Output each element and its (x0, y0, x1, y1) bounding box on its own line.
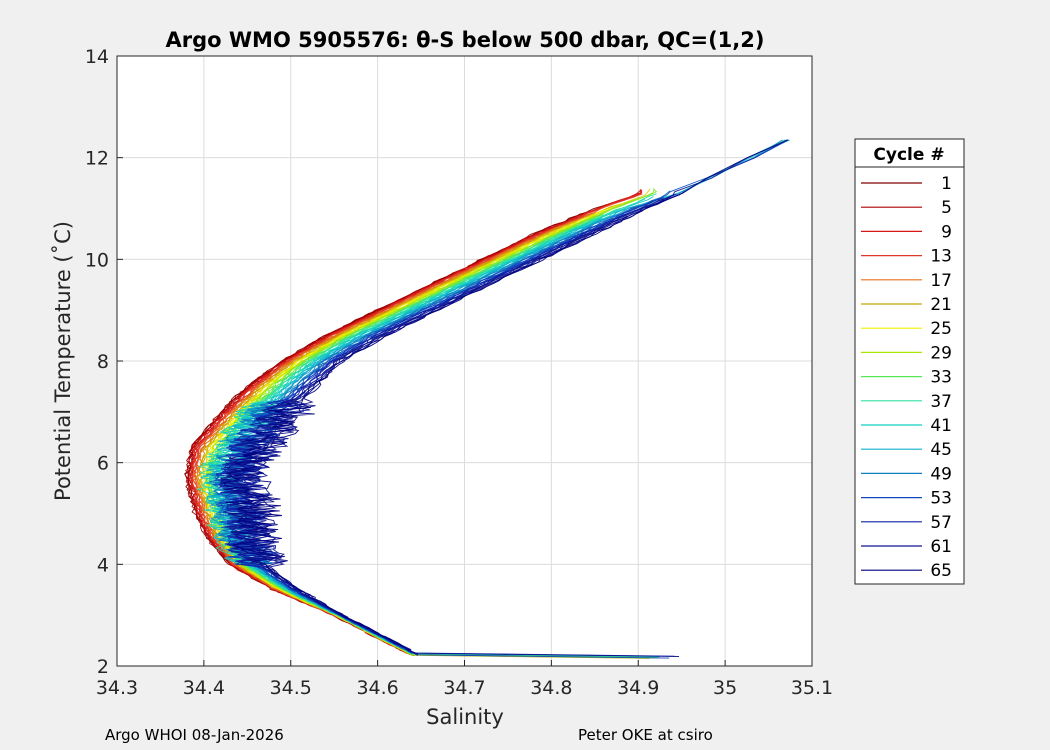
legend-label-33: 33 (930, 368, 952, 388)
x-tick-label: 34.7 (443, 677, 485, 699)
legend-label-29: 29 (930, 343, 952, 363)
legend-label-57: 57 (930, 513, 952, 533)
y-tick-label: 14 (85, 46, 109, 68)
y-tick-label: 12 (85, 148, 109, 170)
y-axis-label: Potential Temperature (˚C) (51, 221, 75, 501)
legend-label-49: 49 (930, 464, 952, 484)
x-tick-label: 34.9 (617, 677, 659, 699)
footer-left: Argo WHOI 08-Jan-2026 (105, 726, 284, 744)
x-tick-label: 34.3 (96, 677, 138, 699)
legend-box (854, 138, 965, 585)
legend-label-21: 21 (930, 295, 952, 315)
legend-label-41: 41 (930, 416, 952, 436)
legend-label-1: 1 (941, 174, 952, 194)
legend-label-65: 65 (930, 561, 952, 581)
x-tick-label: 35 (713, 677, 737, 699)
chart-title: Argo WMO 5905576: θ-S below 500 dbar, QC… (166, 28, 765, 52)
legend-label-5: 5 (941, 198, 952, 218)
x-tick-label: 34.6 (356, 677, 398, 699)
curves (184, 139, 791, 659)
cycle-curve-65 (222, 191, 685, 651)
legend-entries: 1 5 9 13 17 21 25 29 33 37 41 45 49 53 57 61 65 (861, 174, 952, 581)
y-tick-label: 6 (97, 453, 109, 475)
cycle-curve-38 (206, 212, 612, 652)
y-tick-label: 2 (97, 656, 109, 678)
y-tick-label: 8 (97, 351, 109, 373)
legend-label-13: 13 (930, 247, 952, 267)
y-tick-label: 10 (85, 249, 109, 271)
legend-label-53: 53 (930, 489, 952, 509)
legend-label-9: 9 (941, 222, 952, 242)
legend-label-17: 17 (930, 271, 952, 291)
x-axis-label: Salinity (426, 705, 504, 729)
legend-title: Cycle # (873, 145, 944, 165)
x-tick-label: 34.5 (270, 677, 312, 699)
legend: Cycle # 1 5 9 13 17 21 25 29 33 37 41 45 49 53 57 61 65 (854, 138, 965, 585)
legend-label-45: 45 (930, 440, 952, 460)
x-tick-label: 35.1 (791, 677, 833, 699)
legend-label-61: 61 (930, 537, 952, 557)
footer-right: Peter OKE at csiro (578, 726, 713, 744)
y-tick-label: 4 (97, 554, 109, 576)
legend-label-25: 25 (930, 319, 952, 339)
x-ticks: 34.3 34.4 34.5 34.6 34.7 34.8 34.9 35 35.1 (96, 660, 833, 699)
x-tick-label: 34.8 (530, 677, 572, 699)
x-tick-label: 34.4 (183, 677, 225, 699)
y-ticks: 2 4 6 8 10 12 14 (85, 46, 123, 678)
legend-label-37: 37 (930, 392, 952, 412)
